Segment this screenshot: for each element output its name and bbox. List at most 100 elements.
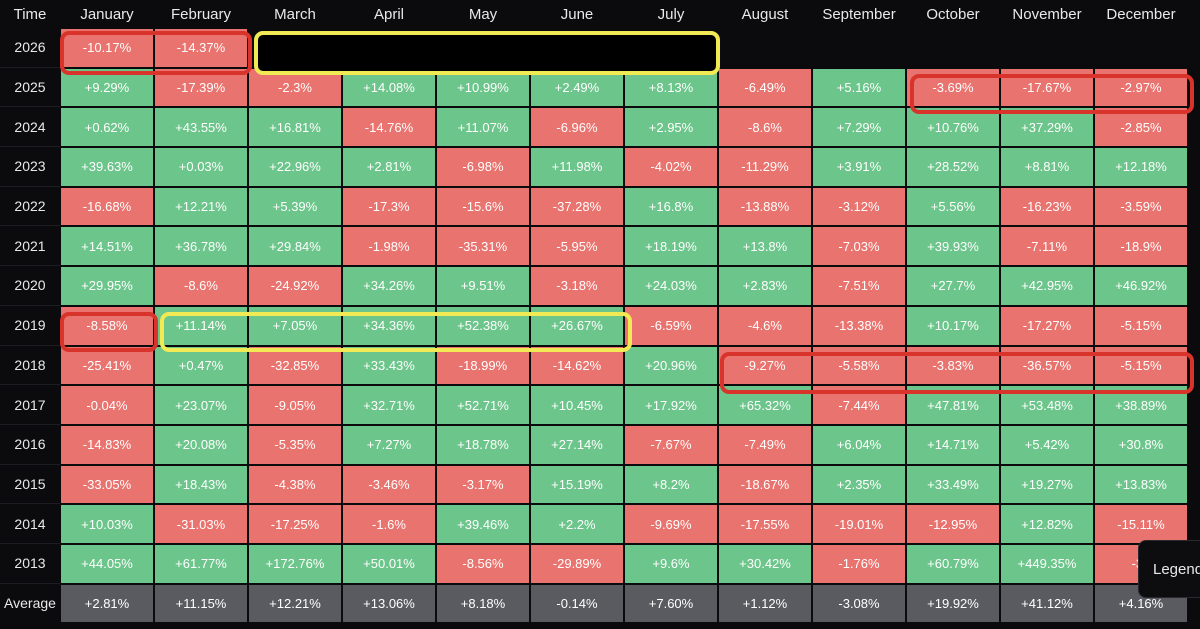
return-cell-2017-february: +23.07% xyxy=(154,385,248,425)
return-cell-2013-june: -29.89% xyxy=(530,543,624,584)
average-label: Average xyxy=(0,583,60,623)
return-cell-2017-march: -9.05% xyxy=(248,385,342,425)
return-cell-2019-february: +11.14% xyxy=(154,305,248,346)
return-cell-2015-july: +8.2% xyxy=(624,464,718,505)
return-cell-2015-october: +33.49% xyxy=(906,464,1000,505)
header-month-november: November xyxy=(1000,0,1094,28)
return-cell-2026-february: -14.37% xyxy=(154,28,248,68)
average-cell-may: +8.18% xyxy=(436,583,530,623)
return-cell-2016-august: -7.49% xyxy=(718,424,812,465)
return-cell-2019-september: -13.38% xyxy=(812,305,906,346)
return-cell-2020-july: +24.03% xyxy=(624,266,718,306)
return-cell-2020-april: +34.26% xyxy=(342,266,436,306)
year-label-2021: 2021 xyxy=(0,226,60,267)
return-cell-2014-march: -17.25% xyxy=(248,504,342,544)
header-month-october: October xyxy=(906,0,1000,28)
return-cell-2018-may: -18.99% xyxy=(436,345,530,386)
year-label-2019: 2019 xyxy=(0,305,60,346)
return-cell-2023-july: -4.02% xyxy=(624,147,718,187)
return-cell-2017-may: +52.71% xyxy=(436,385,530,425)
return-cell-2013-march: +172.76% xyxy=(248,543,342,584)
average-cell-september: -3.08% xyxy=(812,583,906,623)
return-cell-2023-september: +3.91% xyxy=(812,147,906,187)
return-cell-2016-may: +18.78% xyxy=(436,424,530,465)
return-cell-2021-january: +14.51% xyxy=(60,226,154,267)
year-label-2014: 2014 xyxy=(0,504,60,544)
legend-button[interactable]: Legend xyxy=(1138,540,1200,598)
return-cell-2025-april: +14.08% xyxy=(342,67,436,108)
return-cell-2020-march: -24.92% xyxy=(248,266,342,306)
return-cell-2014-april: -1.6% xyxy=(342,504,436,544)
return-cell-2024-august: -8.6% xyxy=(718,107,812,148)
year-label-2020: 2020 xyxy=(0,266,60,306)
return-cell-2025-february: -17.39% xyxy=(154,67,248,108)
return-cell-2021-may: -35.31% xyxy=(436,226,530,267)
average-cell-july: +7.60% xyxy=(624,583,718,623)
header-month-december: December xyxy=(1094,0,1188,28)
return-cell-2020-august: +2.83% xyxy=(718,266,812,306)
header-month-september: September xyxy=(812,0,906,28)
header-month-july: July xyxy=(624,0,718,28)
return-cell-2017-october: +47.81% xyxy=(906,385,1000,425)
return-cell-2018-january: -25.41% xyxy=(60,345,154,386)
return-cell-2015-november: +19.27% xyxy=(1000,464,1094,505)
return-cell-2022-february: +12.21% xyxy=(154,186,248,227)
return-cell-2014-january: +10.03% xyxy=(60,504,154,544)
year-label-2022: 2022 xyxy=(0,186,60,227)
return-cell-2013-july: +9.6% xyxy=(624,543,718,584)
return-cell-2024-july: +2.95% xyxy=(624,107,718,148)
return-cell-2026-june xyxy=(530,28,624,68)
return-cell-2019-july: -6.59% xyxy=(624,305,718,346)
return-cell-2024-september: +7.29% xyxy=(812,107,906,148)
return-cell-2024-december: -2.85% xyxy=(1094,107,1188,148)
return-cell-2023-april: +2.81% xyxy=(342,147,436,187)
return-cell-2014-july: -9.69% xyxy=(624,504,718,544)
return-cell-2024-february: +43.55% xyxy=(154,107,248,148)
return-cell-2021-june: -5.95% xyxy=(530,226,624,267)
average-cell-october: +19.92% xyxy=(906,583,1000,623)
header-month-august: August xyxy=(718,0,812,28)
return-cell-2018-july: +20.96% xyxy=(624,345,718,386)
return-cell-2022-april: -17.3% xyxy=(342,186,436,227)
return-cell-2013-september: -1.76% xyxy=(812,543,906,584)
return-cell-2022-may: -15.6% xyxy=(436,186,530,227)
return-cell-2021-october: +39.93% xyxy=(906,226,1000,267)
return-cell-2025-march: -2.3% xyxy=(248,67,342,108)
return-cell-2018-december: -5.15% xyxy=(1094,345,1188,386)
return-cell-2017-december: +38.89% xyxy=(1094,385,1188,425)
return-cell-2024-november: +37.29% xyxy=(1000,107,1094,148)
year-label-2025: 2025 xyxy=(0,67,60,108)
return-cell-2021-april: -1.98% xyxy=(342,226,436,267)
return-cell-2013-january: +44.05% xyxy=(60,543,154,584)
return-cell-2013-august: +30.42% xyxy=(718,543,812,584)
return-cell-2019-november: -17.27% xyxy=(1000,305,1094,346)
year-label-2024: 2024 xyxy=(0,107,60,148)
return-cell-2014-september: -19.01% xyxy=(812,504,906,544)
return-cell-2018-march: -32.85% xyxy=(248,345,342,386)
return-cell-2018-october: -3.83% xyxy=(906,345,1000,386)
return-cell-2015-april: -3.46% xyxy=(342,464,436,505)
return-cell-2021-july: +18.19% xyxy=(624,226,718,267)
return-cell-2023-june: +11.98% xyxy=(530,147,624,187)
return-cell-2020-january: +29.95% xyxy=(60,266,154,306)
return-cell-2018-february: +0.47% xyxy=(154,345,248,386)
return-cell-2021-february: +36.78% xyxy=(154,226,248,267)
average-cell-december: +4.16% xyxy=(1094,583,1188,623)
return-cell-2016-september: +6.04% xyxy=(812,424,906,465)
return-cell-2022-june: -37.28% xyxy=(530,186,624,227)
return-cell-2026-march xyxy=(248,28,342,68)
average-cell-february: +11.15% xyxy=(154,583,248,623)
year-label-2015: 2015 xyxy=(0,464,60,505)
return-cell-2018-april: +33.43% xyxy=(342,345,436,386)
return-cell-2022-november: -16.23% xyxy=(1000,186,1094,227)
average-cell-august: +1.12% xyxy=(718,583,812,623)
average-cell-january: +2.81% xyxy=(60,583,154,623)
return-cell-2013-april: +50.01% xyxy=(342,543,436,584)
return-cell-2023-august: -11.29% xyxy=(718,147,812,187)
return-cell-2017-june: +10.45% xyxy=(530,385,624,425)
header-month-march: March xyxy=(248,0,342,28)
return-cell-2015-may: -3.17% xyxy=(436,464,530,505)
return-cell-2014-june: +2.2% xyxy=(530,504,624,544)
return-cell-2016-march: -5.35% xyxy=(248,424,342,465)
